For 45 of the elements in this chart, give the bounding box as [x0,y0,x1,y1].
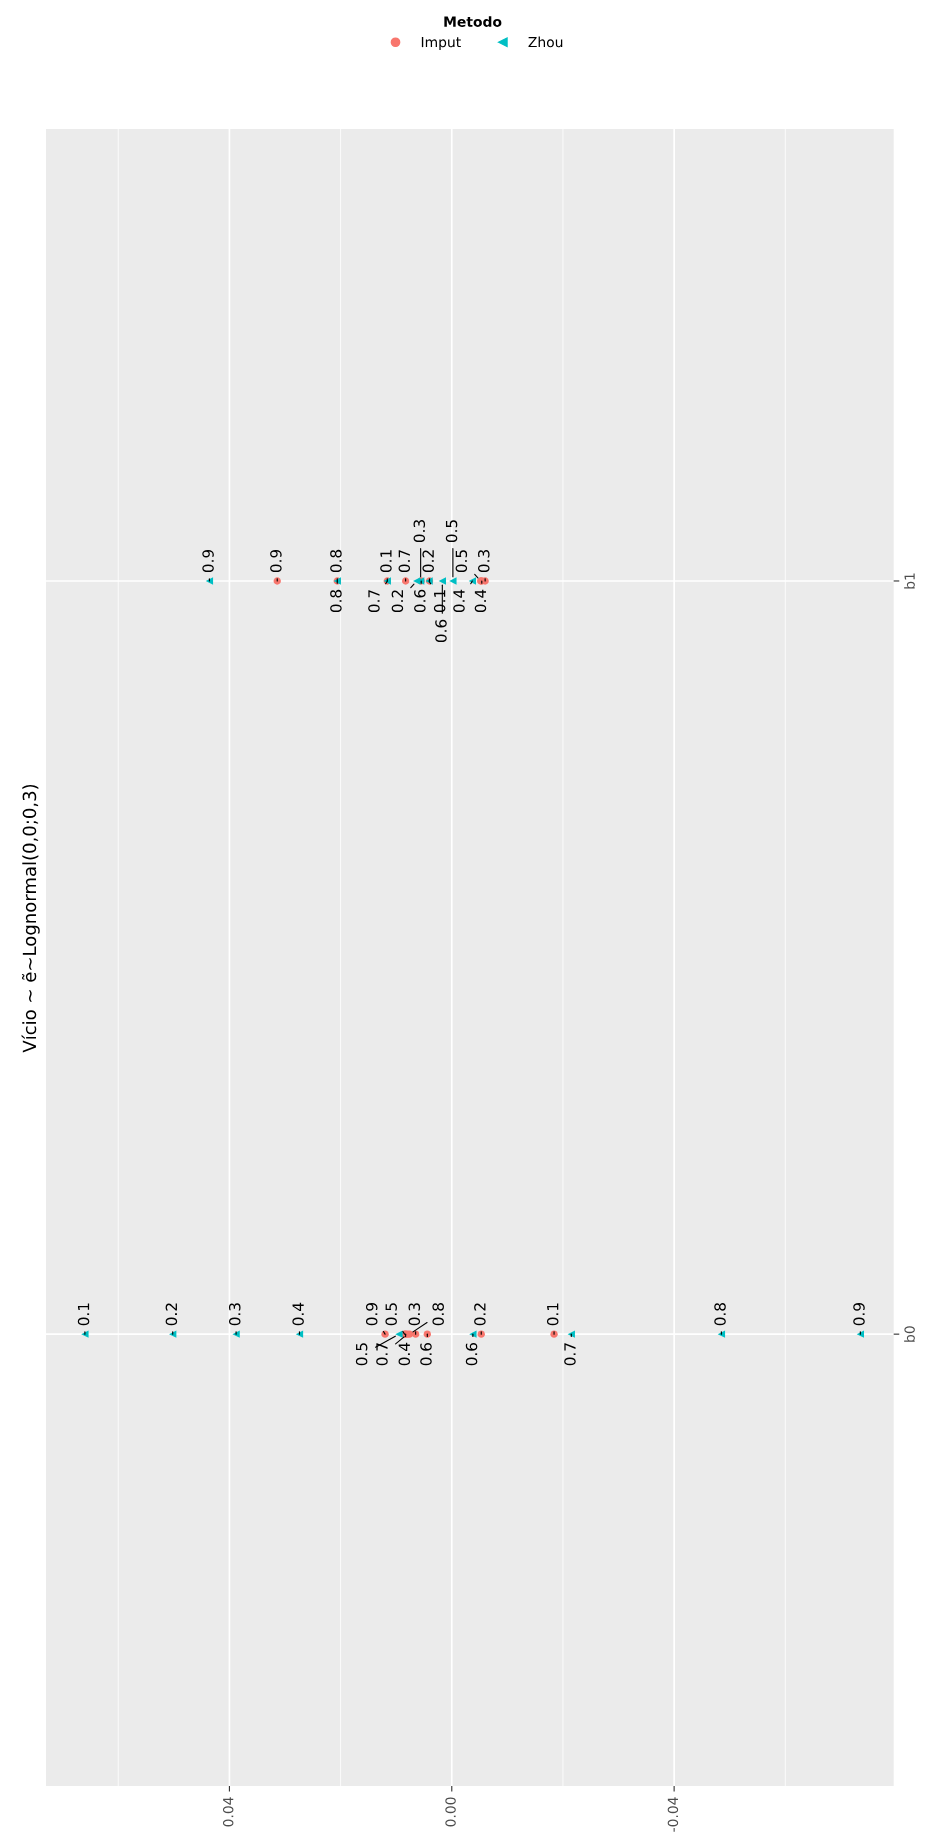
y-tick-label: b1 [904,573,915,589]
annotation: 0.2 [391,590,404,613]
annotation: 0.8 [432,1303,444,1326]
annotation: 0.3 [408,1303,421,1326]
annotation: 0.5 [355,1343,368,1366]
legend-label: Zhou [528,36,563,48]
annotation: 0.9 [365,1303,378,1326]
annotation: 0.2 [165,1303,178,1326]
annotation: 0.1 [77,1303,90,1326]
annotation: 0.6 [435,619,447,643]
annotation: 0.6 [414,589,426,613]
annotation: 0.4 [453,589,465,613]
x-tick-label: 0.00 [445,1797,456,1827]
annotation: 0.8 [330,549,342,573]
annotation: 0.6 [420,1342,432,1366]
annotation: 0.1 [380,550,392,573]
annotation: 0.4 [398,1342,411,1366]
legend-label: Imput [421,36,461,50]
annotation: 0.9 [202,549,214,573]
annotation: 0.7 [376,1343,388,1366]
y-tick-label: b0 [904,1326,915,1342]
annotation: 0.4 [292,1302,304,1326]
annotation: 0.5 [455,550,468,573]
x-tick-label: -0.04 [667,1797,679,1832]
annotation: 0.3 [413,520,426,543]
x-tick-label: 0.04 [222,1797,234,1827]
annotation: 0.7 [368,590,380,613]
annotation: 0.9 [853,1303,865,1326]
annotation: 0.3 [228,1303,241,1326]
annotation: 0.9 [270,549,282,573]
annotation: 0.2 [474,1303,486,1326]
annotation: 0.7 [398,550,411,573]
legend-title: Metodo [444,16,502,27]
annotation: 0.8 [714,1303,726,1326]
annotation: 0.5 [385,1303,397,1326]
text: Vício ~ ẽ~Lognormal(0,0;0,3) [21,784,40,1053]
annotation: 0.8 [330,589,342,613]
annotation: 0.1 [546,1303,559,1326]
annotation: 0.1 [433,590,446,613]
annotation: 0.6 [465,1342,478,1366]
annotation: 0.4 [474,589,487,613]
annotation: 0.5 [445,520,458,543]
annotation: 0.3 [478,550,490,573]
annotation: 0.7 [564,1343,576,1366]
annotation: 0.2 [422,550,434,573]
